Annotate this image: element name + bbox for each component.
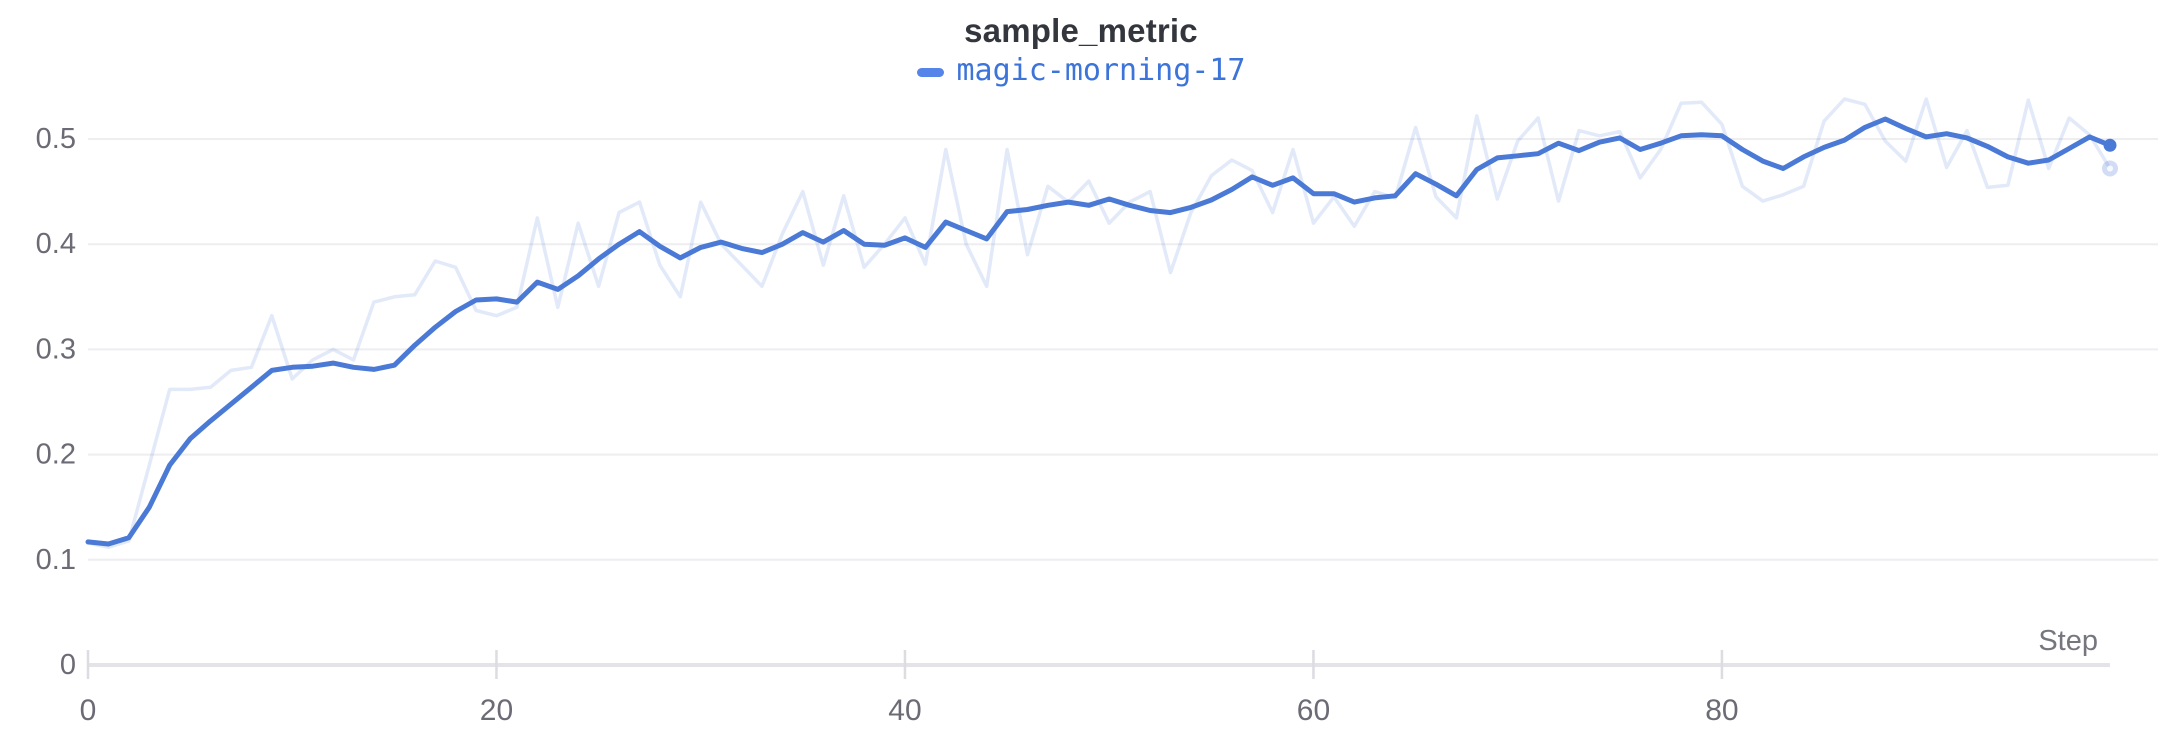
x-tick-label-80: 80	[1705, 694, 1738, 727]
series-line-raw	[86, 97, 2112, 549]
x-axis-title: Step	[2038, 625, 2098, 657]
smoothed-end-point-marker	[2103, 138, 2117, 152]
series-line-smoothed	[85, 116, 2113, 547]
y-tick-label-0.3: 0.3	[36, 333, 76, 365]
y-tick-label-0.4: 0.4	[36, 228, 76, 260]
x-tick-label-40: 40	[888, 694, 921, 727]
legend-item-run[interactable]: magic-morning-17	[916, 53, 1246, 88]
legend-swatch-icon	[916, 67, 944, 77]
x-tick-label-60: 60	[1297, 694, 1330, 727]
x-tick-label-20: 20	[480, 694, 513, 727]
x-tick-label-0: 0	[80, 694, 97, 727]
y-tick-label-0.2: 0.2	[36, 439, 76, 471]
y-tick-label-0.5: 0.5	[36, 123, 76, 155]
y-tick-label-0: 0	[60, 649, 76, 681]
raw-end-point-marker-center	[2107, 165, 2113, 172]
legend-run-name: magic-morning-17	[956, 53, 1246, 88]
legend: magic-morning-17	[916, 53, 1246, 88]
y-tick-label-0.1: 0.1	[36, 544, 76, 576]
